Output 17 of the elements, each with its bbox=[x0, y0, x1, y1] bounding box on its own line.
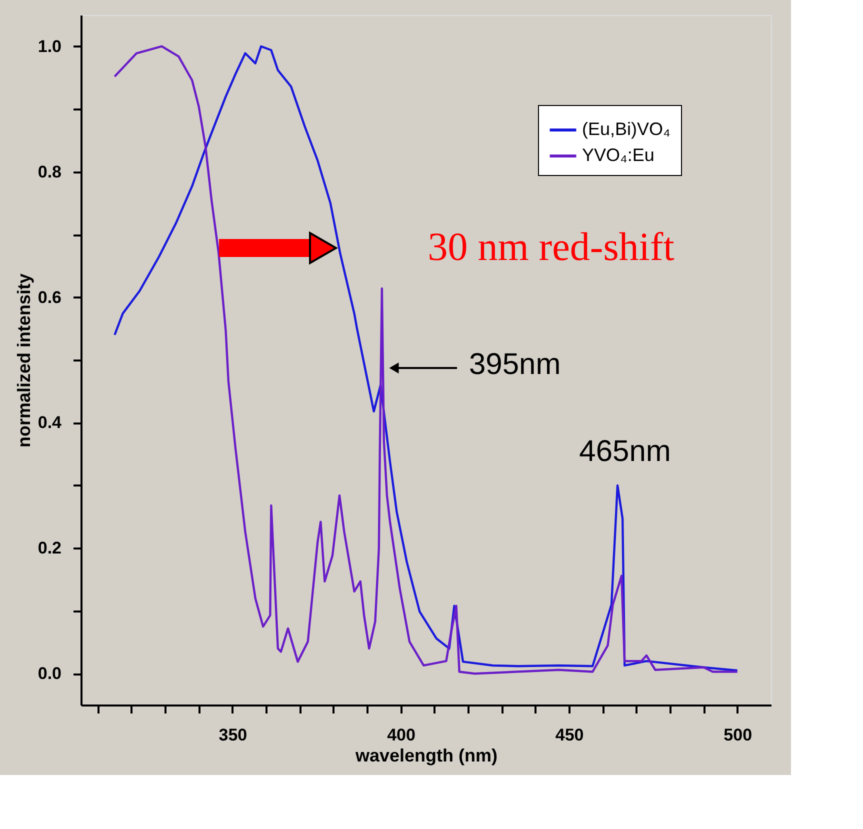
y-tick-label: 0.6 bbox=[38, 288, 62, 307]
x-axis-title: wavelength (nm) bbox=[354, 746, 498, 766]
annotation: 395nm bbox=[469, 348, 561, 381]
annotation: 30 nm red-shift bbox=[428, 224, 674, 269]
y-tick-label: 0.4 bbox=[38, 413, 62, 432]
y-tick-label: 0.8 bbox=[38, 162, 62, 182]
y-tick-label: 0.2 bbox=[38, 538, 62, 558]
legend-label: (Eu,Bi)VO₄ bbox=[582, 119, 670, 139]
x-tick-label: 400 bbox=[387, 726, 416, 744]
x-tick-label: 450 bbox=[555, 726, 584, 744]
x-tick-label: 500 bbox=[724, 726, 752, 744]
legend-label: YVO₄:Eu bbox=[582, 145, 654, 165]
annotation: 465nm bbox=[579, 435, 671, 468]
y-axis-title: normalized intensity bbox=[14, 273, 34, 448]
y-tick-label: 0.0 bbox=[38, 664, 62, 684]
y-tick-label: 1.0 bbox=[38, 36, 62, 56]
x-tick-label: 350 bbox=[218, 726, 248, 744]
